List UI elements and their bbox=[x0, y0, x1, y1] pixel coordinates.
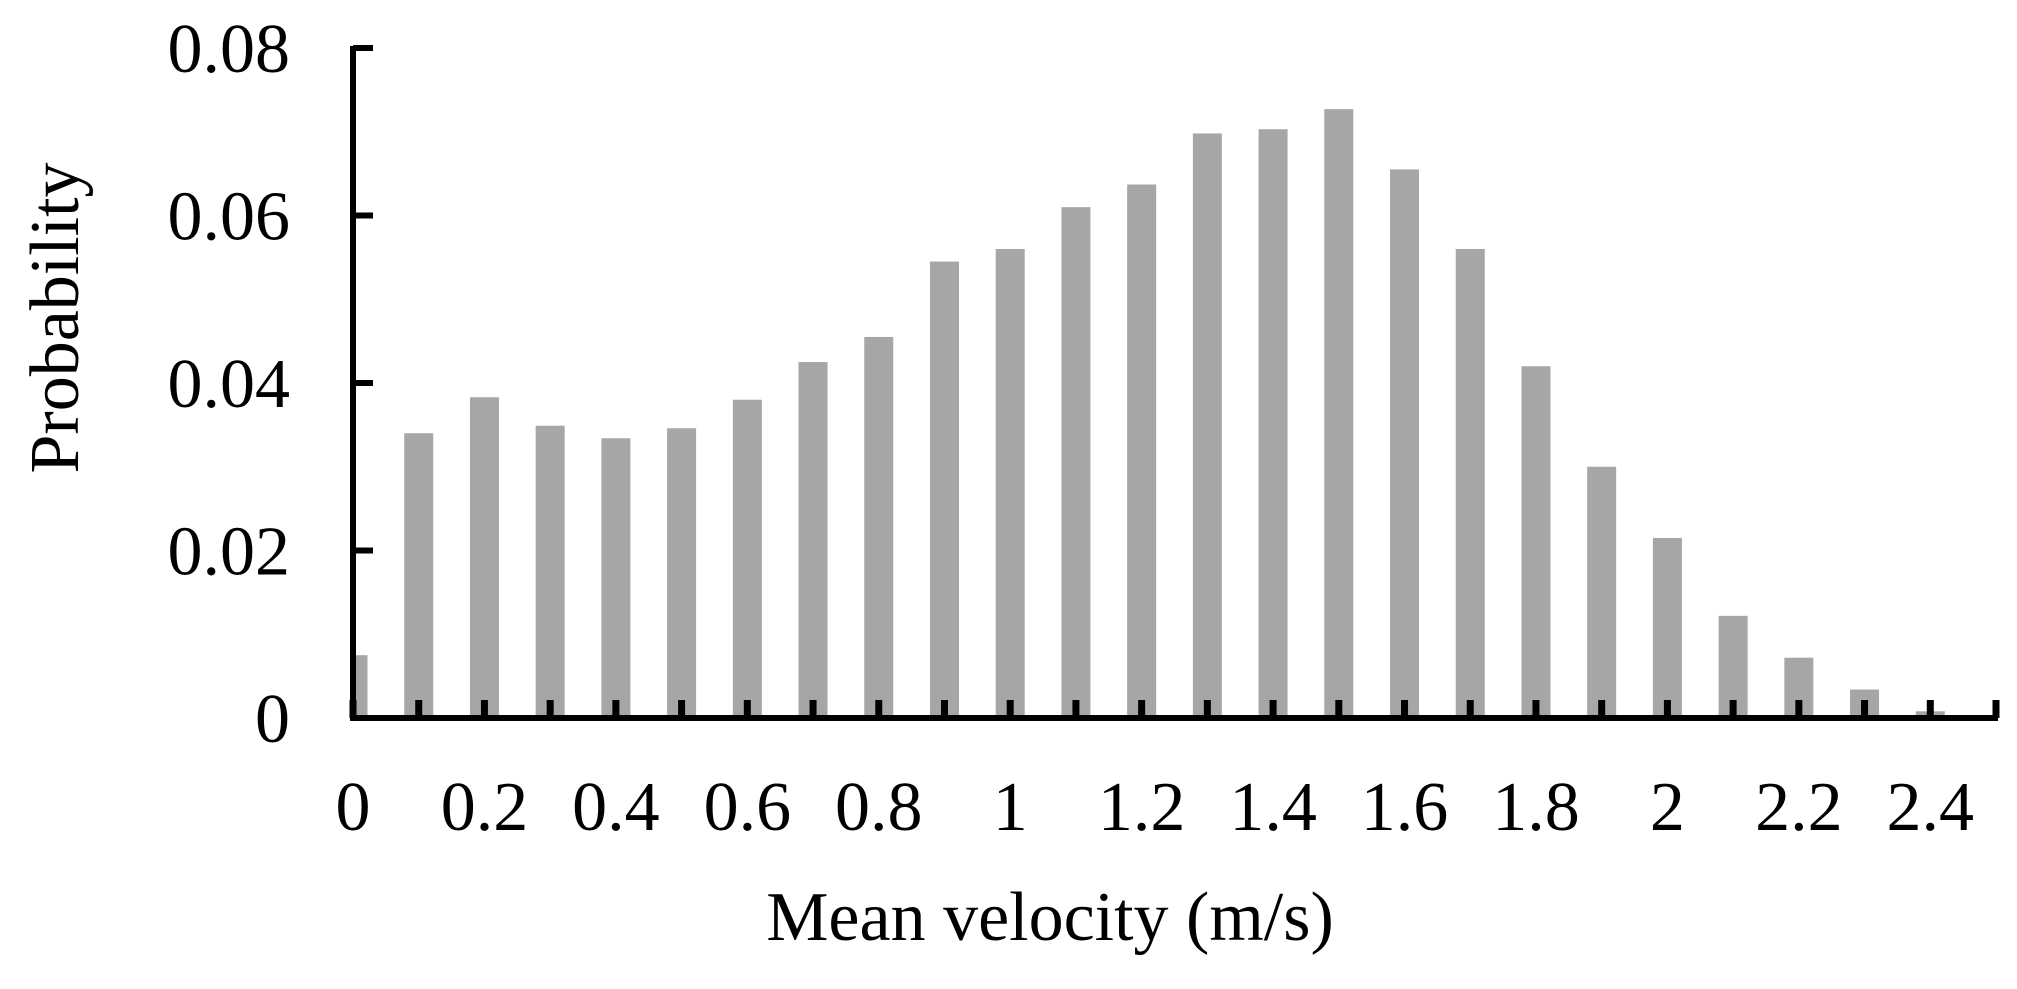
y-tick-label-0.04: 0.04 bbox=[168, 346, 291, 423]
bar-0.8 bbox=[864, 336, 894, 718]
bar-0.2 bbox=[469, 397, 499, 718]
bar-1.2 bbox=[1127, 184, 1157, 718]
x-tick-label-0: 0 bbox=[336, 769, 371, 846]
x-tick-label-2: 2 bbox=[1650, 769, 1685, 846]
y-tick-label-0.06: 0.06 bbox=[168, 179, 291, 256]
bar-0.3 bbox=[535, 425, 565, 718]
x-tick-label-1.6: 1.6 bbox=[1361, 769, 1449, 846]
bar-0.1 bbox=[404, 433, 434, 718]
axes-layer bbox=[350, 46, 1998, 721]
x-tick-label-1: 1 bbox=[993, 769, 1028, 846]
bar-1.8 bbox=[1521, 366, 1551, 718]
x-tick-label-1.2: 1.2 bbox=[1098, 769, 1186, 846]
bar-2 bbox=[1652, 537, 1682, 718]
x-tick-label-0.2: 0.2 bbox=[441, 769, 529, 846]
x-tick-label-0.4: 0.4 bbox=[572, 769, 660, 846]
x-axis-title: Mean velocity (m/s) bbox=[766, 879, 1334, 956]
y-tick-label-0.02: 0.02 bbox=[168, 514, 291, 591]
bar-1.3 bbox=[1192, 133, 1222, 718]
bars-layer bbox=[353, 109, 1945, 719]
bar-1.6 bbox=[1390, 169, 1420, 718]
bar-1 bbox=[995, 249, 1025, 718]
bar-0 bbox=[353, 655, 368, 718]
bar-1.7 bbox=[1455, 249, 1485, 718]
labels-layer: 0 0.02 0.04 0.06 0.08 0 0.2 0.4 0.6 0.8 1 1.2 1.4 1.6… bbox=[168, 11, 1975, 846]
x-tick-label-0.6: 0.6 bbox=[704, 769, 792, 846]
bar-0.5 bbox=[667, 428, 697, 718]
bar-0.7 bbox=[798, 362, 828, 718]
x-tick-label-1.8: 1.8 bbox=[1492, 769, 1580, 846]
bar-1.1 bbox=[1061, 207, 1091, 718]
x-tick-label-1.4: 1.4 bbox=[1229, 769, 1317, 846]
x-tick-label-0.8: 0.8 bbox=[835, 769, 923, 846]
x-tick-label-2.2: 2.2 bbox=[1755, 769, 1843, 846]
bar-1.5 bbox=[1324, 109, 1354, 718]
ticks-layer bbox=[349, 45, 2000, 721]
y-tick-label-0.08: 0.08 bbox=[168, 11, 291, 88]
bar-1.9 bbox=[1587, 466, 1617, 718]
y-axis-title: Probability bbox=[17, 162, 94, 473]
x-tick-label-2.4: 2.4 bbox=[1887, 769, 1975, 846]
bar-0.4 bbox=[601, 438, 631, 718]
y-tick-label-0: 0 bbox=[255, 681, 290, 758]
bar-0.9 bbox=[929, 261, 959, 718]
bar-0.6 bbox=[732, 399, 762, 718]
bar-1.4 bbox=[1258, 129, 1288, 719]
